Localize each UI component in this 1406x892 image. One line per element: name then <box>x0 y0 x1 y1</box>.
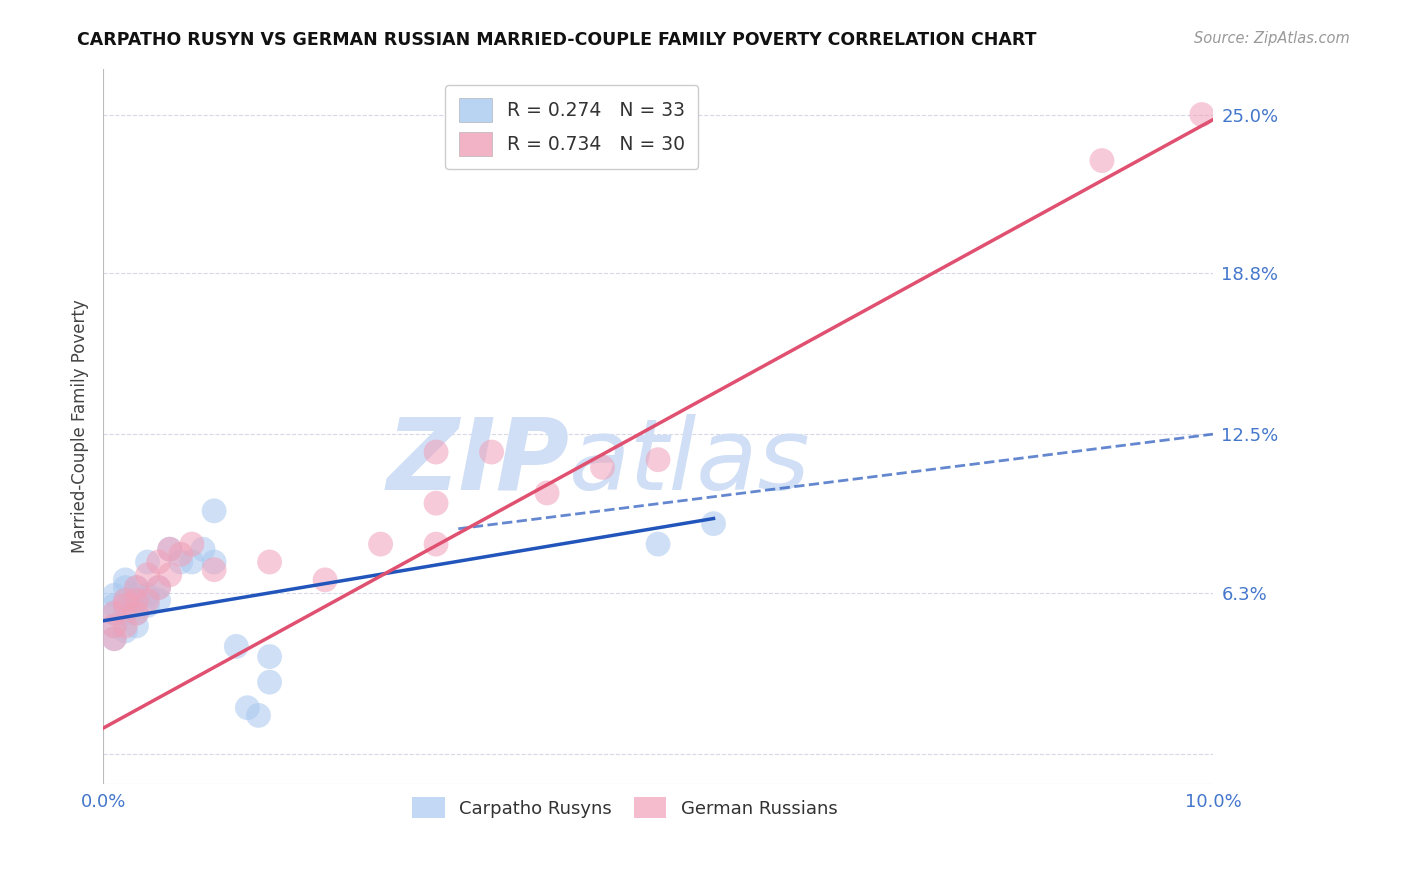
Point <box>103 599 125 613</box>
Point <box>425 445 447 459</box>
Point <box>236 700 259 714</box>
Point <box>125 593 148 607</box>
Text: Source: ZipAtlas.com: Source: ZipAtlas.com <box>1194 31 1350 46</box>
Point <box>125 581 148 595</box>
Point <box>148 581 170 595</box>
Point <box>259 649 281 664</box>
Point <box>1191 107 1213 121</box>
Point <box>481 445 503 459</box>
Point <box>170 547 193 561</box>
Text: ZIP: ZIP <box>387 414 569 511</box>
Point <box>114 624 136 638</box>
Point <box>103 619 125 633</box>
Point <box>259 675 281 690</box>
Point <box>159 542 181 557</box>
Point <box>647 452 669 467</box>
Point <box>103 632 125 646</box>
Point <box>136 567 159 582</box>
Point <box>180 555 202 569</box>
Point <box>114 593 136 607</box>
Point <box>202 563 225 577</box>
Point <box>114 599 136 613</box>
Point <box>225 640 247 654</box>
Point <box>425 537 447 551</box>
Text: atlas: atlas <box>569 414 811 511</box>
Point <box>125 619 148 633</box>
Point <box>159 542 181 557</box>
Point <box>103 619 125 633</box>
Point <box>647 537 669 551</box>
Point <box>148 555 170 569</box>
Point <box>125 593 148 607</box>
Point <box>180 537 202 551</box>
Point <box>202 504 225 518</box>
Point <box>114 606 136 620</box>
Point <box>114 619 136 633</box>
Point <box>314 573 336 587</box>
Point <box>136 555 159 569</box>
Point <box>125 606 148 620</box>
Point <box>103 588 125 602</box>
Point <box>1091 153 1114 168</box>
Point <box>247 708 270 723</box>
Point <box>114 573 136 587</box>
Point <box>103 606 125 620</box>
Point <box>136 593 159 607</box>
Point <box>103 632 125 646</box>
Y-axis label: Married-Couple Family Poverty: Married-Couple Family Poverty <box>72 300 89 553</box>
Point <box>136 599 159 613</box>
Point <box>702 516 724 531</box>
Point <box>114 581 136 595</box>
Text: CARPATHO RUSYN VS GERMAN RUSSIAN MARRIED-COUPLE FAMILY POVERTY CORRELATION CHART: CARPATHO RUSYN VS GERMAN RUSSIAN MARRIED… <box>77 31 1036 49</box>
Point <box>191 542 214 557</box>
Point <box>202 555 225 569</box>
Point <box>114 593 136 607</box>
Point <box>125 606 148 620</box>
Point <box>592 460 614 475</box>
Point <box>148 581 170 595</box>
Point <box>259 555 281 569</box>
Point <box>103 606 125 620</box>
Point <box>159 567 181 582</box>
Point <box>125 581 148 595</box>
Legend: Carpatho Rusyns, German Russians: Carpatho Rusyns, German Russians <box>405 790 845 825</box>
Point <box>148 593 170 607</box>
Point <box>536 486 558 500</box>
Point <box>136 588 159 602</box>
Point <box>370 537 392 551</box>
Point <box>170 555 193 569</box>
Point <box>425 496 447 510</box>
Point <box>125 588 148 602</box>
